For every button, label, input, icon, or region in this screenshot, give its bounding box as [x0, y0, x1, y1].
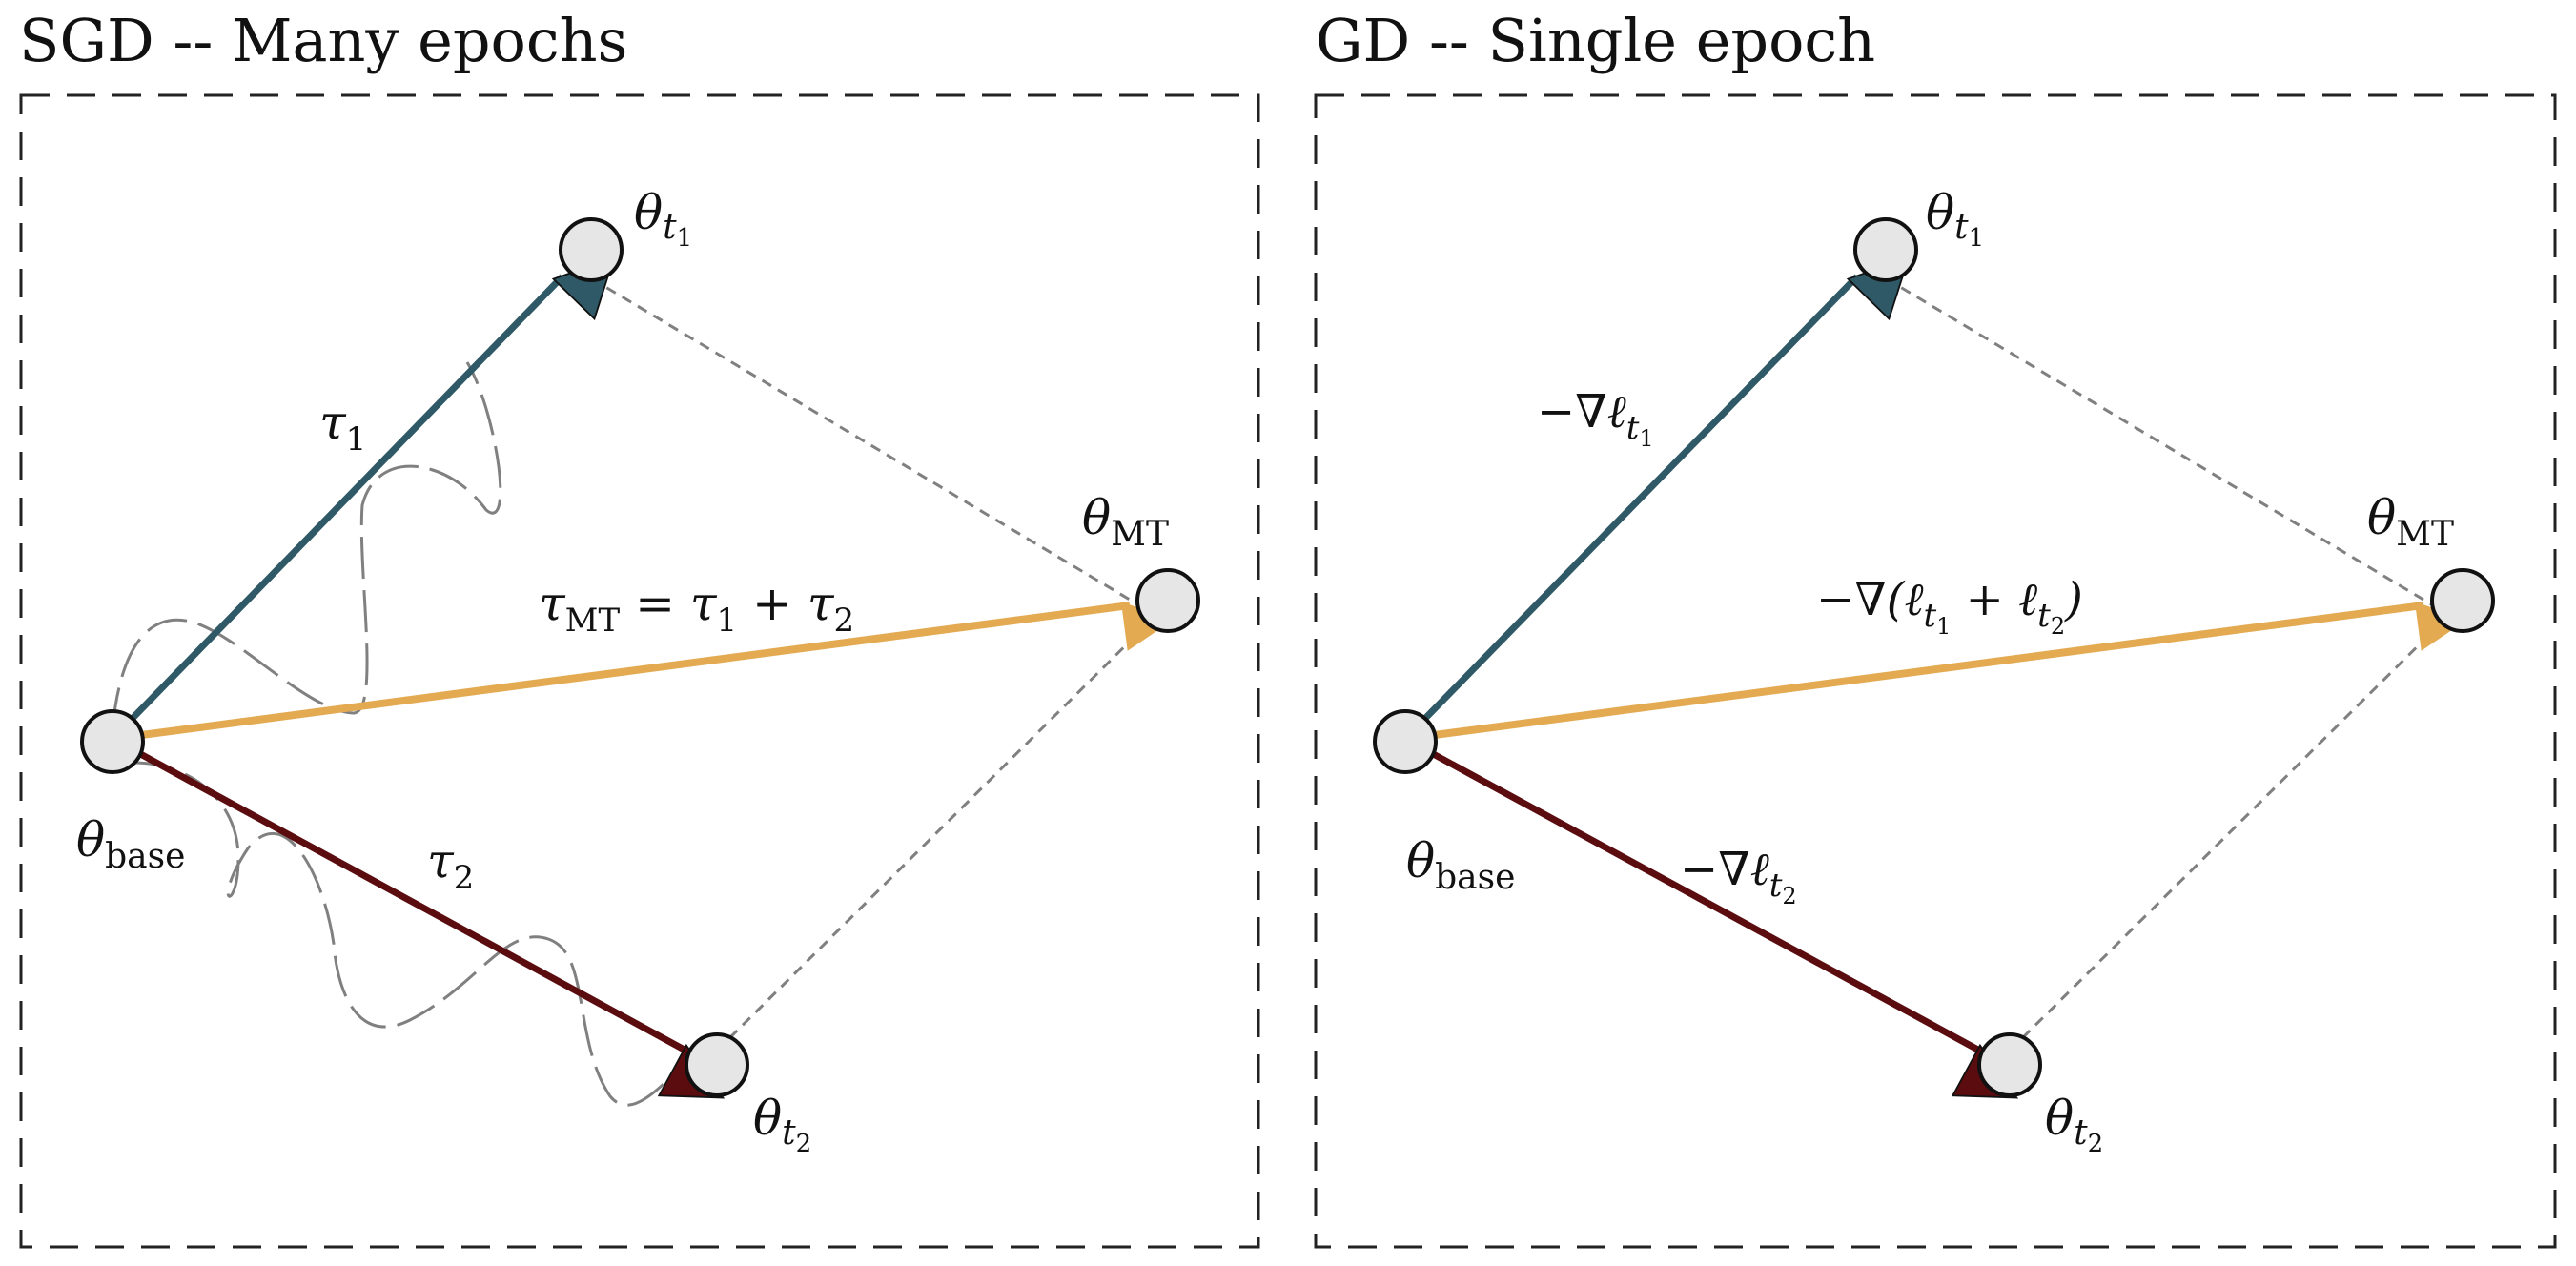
node-theta-base [80, 709, 145, 774]
panel-title-gd: GD -- Single epoch [1316, 6, 1875, 75]
dashed-edge-t1-mt-gd [1885, 276, 2434, 607]
sgd-trajectory-task1 [111, 361, 502, 730]
arrow-grad-t2 [1403, 735, 2019, 1099]
label-theta-t2-gd: θt2 [2045, 1091, 2103, 1158]
arrow-tau1 [110, 256, 616, 742]
label-theta-base-gd: θbase [1406, 833, 1515, 897]
node-theta-base-gd [1373, 709, 1438, 774]
label-theta-mt: θMT [1082, 490, 1169, 554]
label-grad-t1: −∇ℓt1 [1537, 385, 1654, 452]
dashed-edge-t2-mt-gd [2008, 620, 2444, 1052]
dashed-edge-t2-mt [715, 620, 1152, 1052]
node-theta-t1 [559, 217, 624, 282]
label-theta-t2: θt2 [753, 1091, 811, 1158]
node-theta-t1-gd [1853, 217, 1918, 282]
node-theta-mt [1135, 568, 1200, 633]
sgd-trajectory-task2 [133, 761, 702, 1107]
node-theta-t2-gd [1977, 1032, 2042, 1097]
label-theta-t1-gd: θt1 [1926, 185, 1984, 253]
label-theta-base: θbase [76, 812, 185, 876]
node-theta-t2 [685, 1032, 749, 1097]
label-tau1: τ1 [319, 395, 366, 459]
label-grad-mt: −∇(ℓt1 + ℓt2) [1816, 573, 2083, 640]
node-theta-mt-gd [2430, 568, 2495, 633]
panel-frame-gd [1314, 93, 2557, 1249]
label-grad-t2: −∇ℓt2 [1680, 843, 1797, 909]
arrow-tau2 [111, 735, 726, 1099]
arrow-grad-mt [1404, 602, 2467, 743]
panel-title-sgd: SGD -- Many epochs [19, 6, 627, 75]
arrow-grad-t1 [1402, 256, 1911, 742]
label-tau2: τ2 [427, 833, 474, 897]
dashed-edge-t1-mt [590, 276, 1140, 607]
panel-gd: GD -- Single epoch θbase θt1 θt2 θMT −∇ℓ… [1314, 6, 2557, 1249]
label-theta-mt-gd: θMT [2367, 490, 2454, 554]
label-theta-t1: θt1 [634, 185, 692, 253]
panel-sgd: SGD -- Many epochs θbase θt1 θt2 θMT [19, 6, 1260, 1249]
arrow-tau-mt [112, 602, 1174, 743]
label-tau-mt: τMT = τ1 + τ2 [539, 576, 854, 640]
panel-frame-sgd [19, 93, 1260, 1249]
